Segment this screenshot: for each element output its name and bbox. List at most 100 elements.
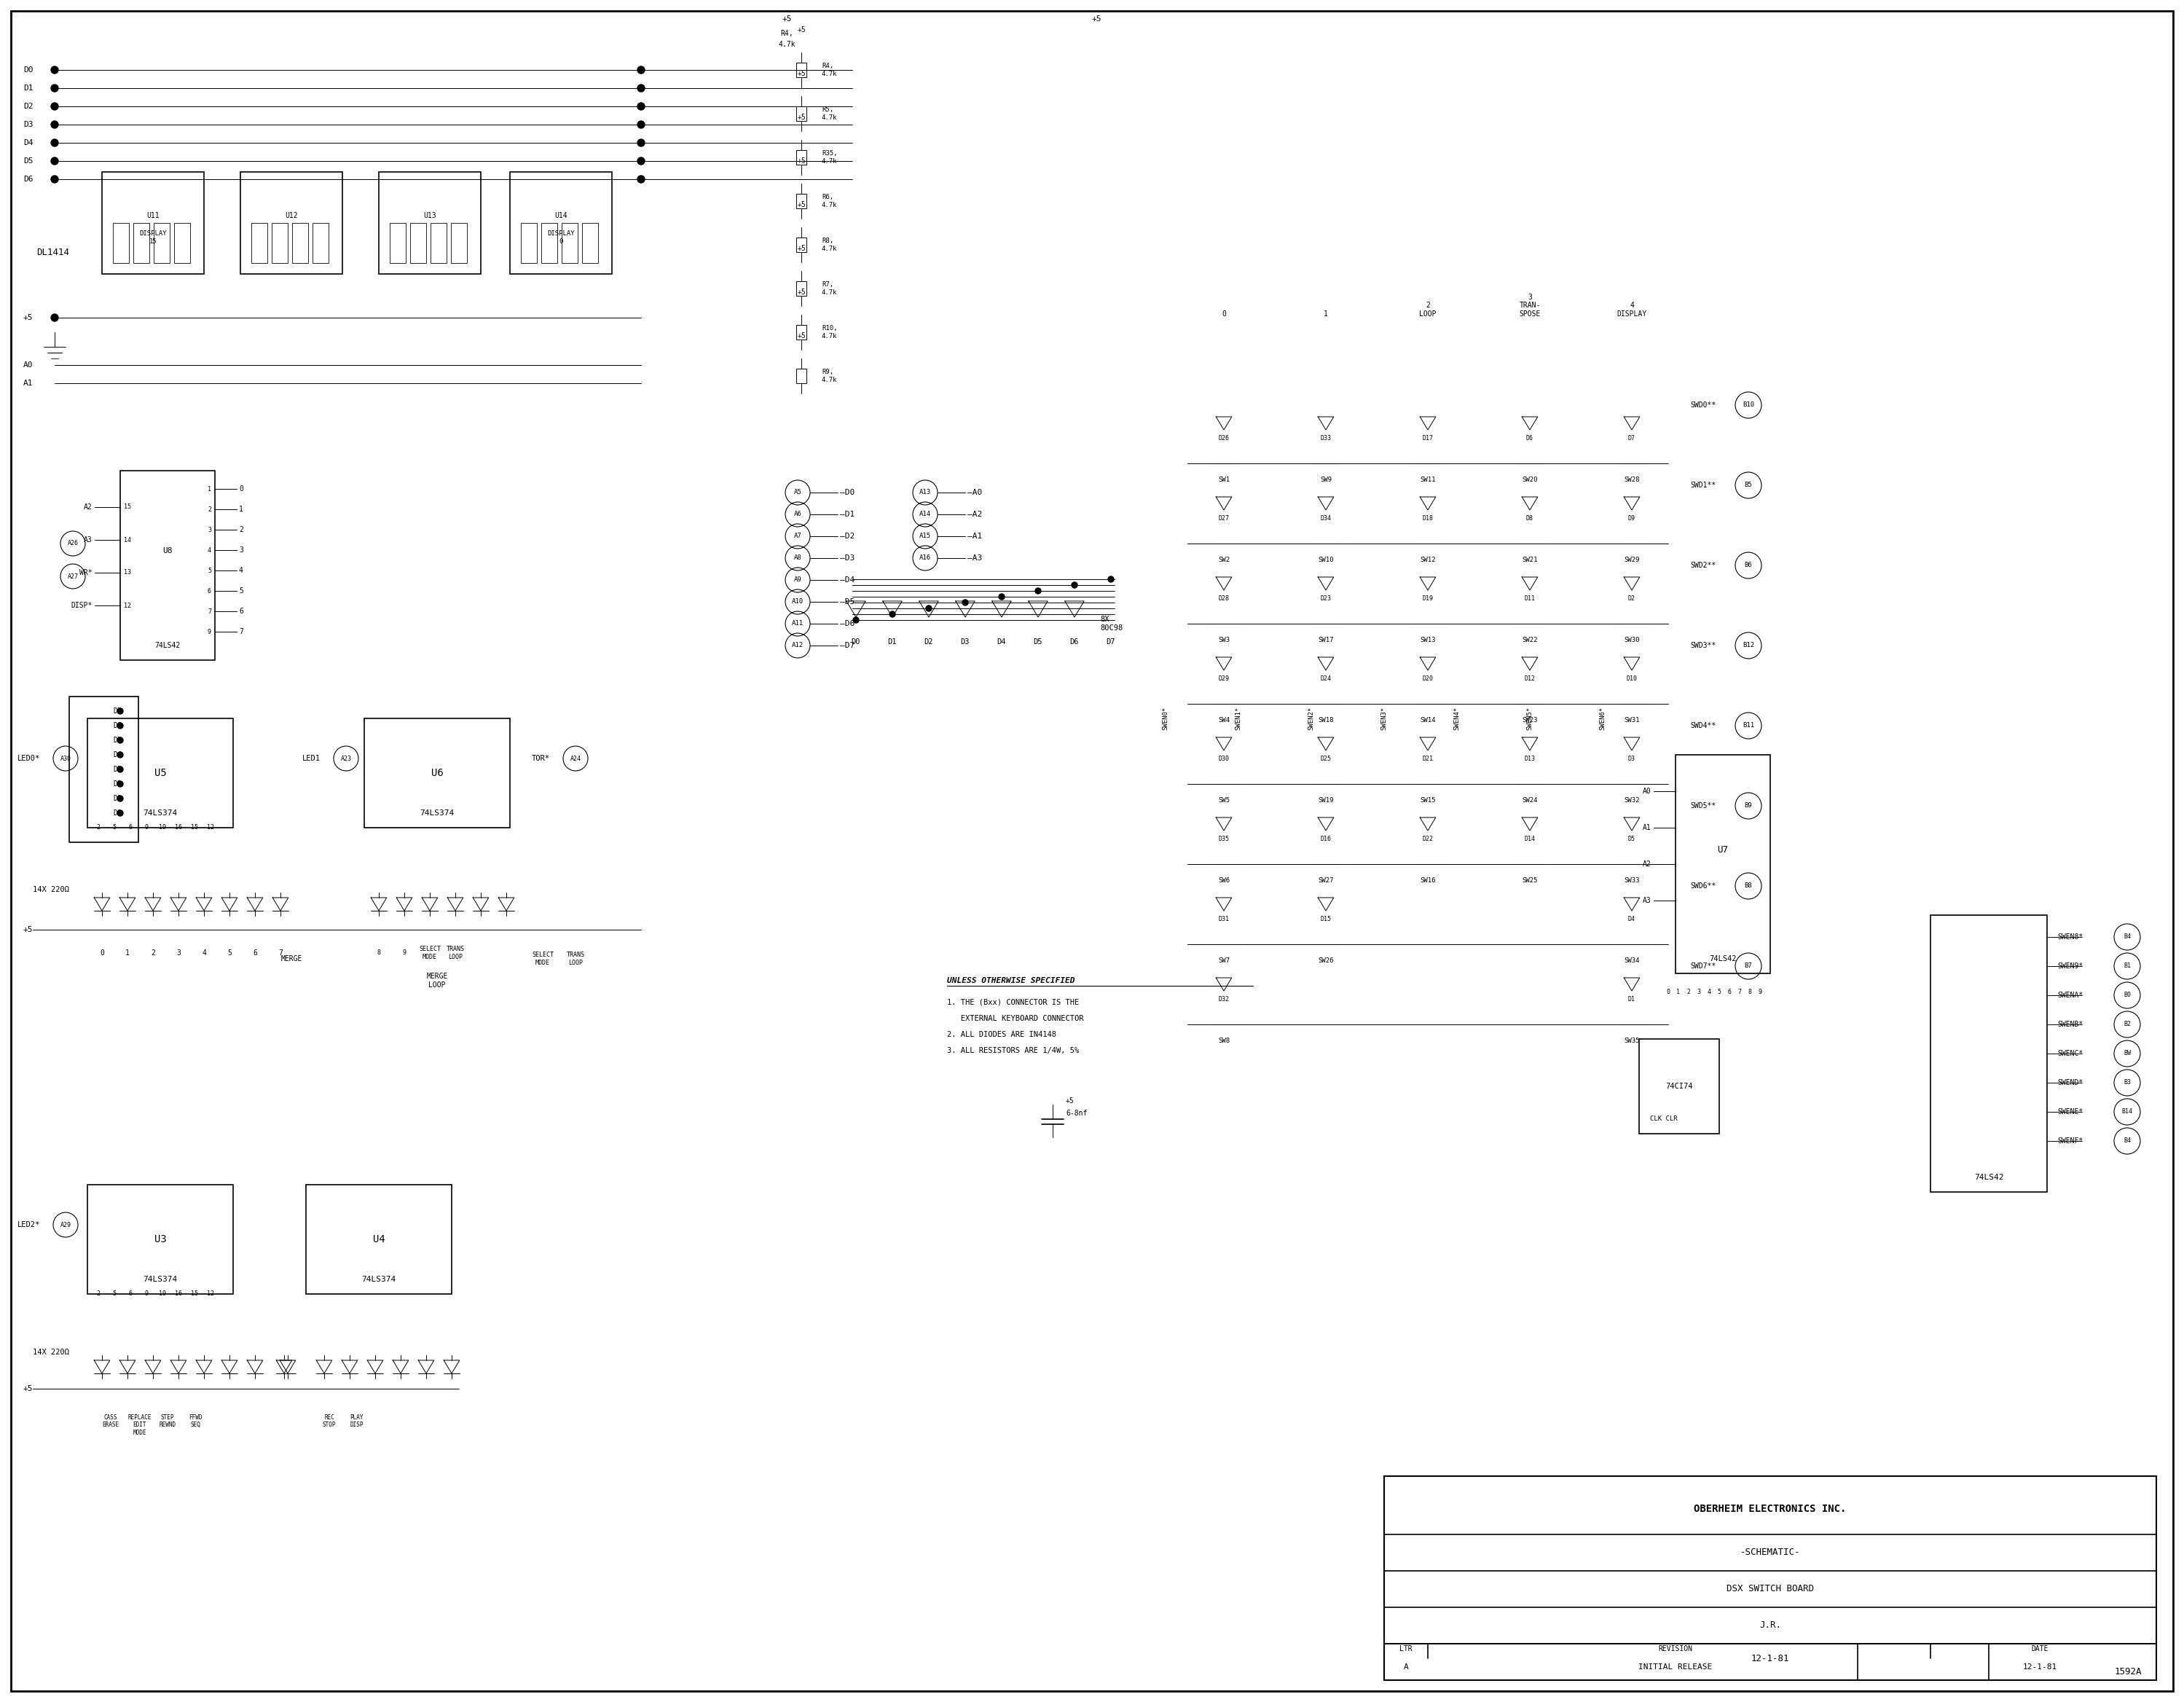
Text: —A2: —A2 bbox=[968, 511, 983, 517]
Text: UNLESS OTHERWISE SPECIFIED: UNLESS OTHERWISE SPECIFIED bbox=[948, 977, 1075, 984]
Text: SW33: SW33 bbox=[1625, 877, 1640, 883]
Text: 5: 5 bbox=[227, 950, 232, 957]
Text: 14: 14 bbox=[124, 536, 131, 543]
Text: TRANS
LOOP: TRANS LOOP bbox=[566, 951, 585, 967]
Text: 74LS42: 74LS42 bbox=[1710, 955, 1736, 962]
Text: DSX SWITCH BOARD: DSX SWITCH BOARD bbox=[1728, 1585, 1815, 1593]
Text: SW28: SW28 bbox=[1625, 477, 1640, 483]
Text: SW32: SW32 bbox=[1625, 797, 1640, 803]
Text: -SCHEMATIC-: -SCHEMATIC- bbox=[1741, 1547, 1800, 1557]
Bar bbox=[271, 223, 288, 264]
Bar bbox=[797, 63, 806, 77]
Text: SW24: SW24 bbox=[1522, 797, 1538, 803]
Bar bbox=[312, 223, 328, 264]
Text: 12-1-81: 12-1-81 bbox=[1752, 1654, 1789, 1663]
Text: +5: +5 bbox=[24, 1385, 33, 1392]
Text: SWD5**: SWD5** bbox=[1690, 802, 1717, 810]
Text: SW1: SW1 bbox=[1219, 477, 1230, 483]
Text: +5: +5 bbox=[24, 926, 33, 933]
Text: +5: +5 bbox=[1092, 15, 1101, 22]
Bar bbox=[365, 718, 509, 827]
Text: U14: U14 bbox=[555, 213, 568, 220]
Text: 74LS374: 74LS374 bbox=[144, 1276, 177, 1283]
Text: D1: D1 bbox=[889, 638, 898, 645]
Text: B3: B3 bbox=[2123, 1079, 2132, 1086]
Text: A29: A29 bbox=[61, 1222, 72, 1229]
Text: +5: +5 bbox=[797, 201, 806, 208]
Text: STEP
REWND: STEP REWND bbox=[159, 1414, 177, 1428]
Text: B9: B9 bbox=[1745, 803, 1752, 808]
Text: 2: 2 bbox=[151, 950, 155, 957]
Text: SW26: SW26 bbox=[1317, 957, 1334, 963]
Circle shape bbox=[889, 611, 895, 618]
Circle shape bbox=[118, 752, 122, 757]
Bar bbox=[1675, 754, 1771, 974]
Circle shape bbox=[118, 766, 122, 773]
Text: SW25: SW25 bbox=[1522, 877, 1538, 883]
Circle shape bbox=[118, 781, 122, 786]
Text: SW31: SW31 bbox=[1625, 717, 1640, 723]
Circle shape bbox=[118, 708, 122, 715]
Text: 14X 220Ω: 14X 220Ω bbox=[33, 887, 70, 894]
Text: A16: A16 bbox=[919, 555, 930, 562]
Text: D13: D13 bbox=[1524, 756, 1535, 762]
Text: D0: D0 bbox=[24, 66, 33, 73]
Text: A2: A2 bbox=[83, 504, 92, 511]
Text: 3: 3 bbox=[207, 526, 212, 533]
Text: 7: 7 bbox=[277, 950, 282, 957]
Text: 13: 13 bbox=[124, 570, 131, 575]
Text: CASS
ERASE: CASS ERASE bbox=[103, 1414, 120, 1428]
Text: SWENA*: SWENA* bbox=[2057, 992, 2084, 999]
Text: 5: 5 bbox=[114, 1290, 116, 1297]
Text: SWD2**: SWD2** bbox=[1690, 562, 1717, 568]
Text: 12: 12 bbox=[124, 603, 131, 609]
Text: +5: +5 bbox=[24, 315, 33, 322]
Text: 5: 5 bbox=[207, 567, 212, 574]
Text: SWENC*: SWENC* bbox=[2057, 1050, 2084, 1057]
Text: MERGE: MERGE bbox=[282, 955, 301, 962]
Text: D1: D1 bbox=[114, 795, 122, 802]
Circle shape bbox=[50, 140, 59, 146]
Circle shape bbox=[638, 66, 644, 73]
Text: +5: +5 bbox=[797, 26, 806, 34]
Text: 2: 2 bbox=[96, 1290, 100, 1297]
Text: 7: 7 bbox=[1738, 989, 1741, 996]
Text: D27: D27 bbox=[1219, 516, 1230, 523]
Text: D6: D6 bbox=[24, 175, 33, 182]
Text: U7: U7 bbox=[1717, 844, 1728, 854]
Bar bbox=[120, 471, 214, 660]
Text: SW6: SW6 bbox=[1219, 877, 1230, 883]
Text: D1: D1 bbox=[24, 85, 33, 92]
Bar bbox=[251, 223, 266, 264]
Text: D4: D4 bbox=[114, 751, 122, 759]
Text: SW22: SW22 bbox=[1522, 637, 1538, 643]
Text: D10: D10 bbox=[1627, 676, 1638, 683]
Text: 1: 1 bbox=[238, 505, 242, 512]
Text: D2: D2 bbox=[24, 102, 33, 111]
Text: SW10: SW10 bbox=[1317, 557, 1334, 563]
Circle shape bbox=[638, 140, 644, 146]
Text: DL1414: DL1414 bbox=[37, 247, 70, 257]
Text: A0: A0 bbox=[24, 361, 33, 369]
Bar bbox=[797, 150, 806, 165]
Text: 12: 12 bbox=[207, 1290, 214, 1297]
Bar bbox=[797, 281, 806, 296]
Text: SW7: SW7 bbox=[1219, 957, 1230, 963]
Bar bbox=[133, 223, 149, 264]
Text: R10,
4.7k: R10, 4.7k bbox=[821, 325, 836, 339]
Bar bbox=[797, 194, 806, 208]
Text: 15: 15 bbox=[190, 1290, 199, 1297]
Circle shape bbox=[963, 599, 968, 606]
Text: A30: A30 bbox=[61, 756, 72, 762]
Text: —D1: —D1 bbox=[841, 511, 854, 517]
Bar bbox=[175, 223, 190, 264]
Text: 1: 1 bbox=[1324, 310, 1328, 318]
Text: U6: U6 bbox=[430, 768, 443, 778]
Text: D19: D19 bbox=[1422, 596, 1433, 603]
Text: A1: A1 bbox=[1642, 824, 1651, 831]
Text: D1: D1 bbox=[1627, 996, 1636, 1002]
Bar bbox=[411, 223, 426, 264]
Text: D35: D35 bbox=[1219, 836, 1230, 842]
Text: SW27: SW27 bbox=[1317, 877, 1334, 883]
Text: A13: A13 bbox=[919, 488, 930, 495]
